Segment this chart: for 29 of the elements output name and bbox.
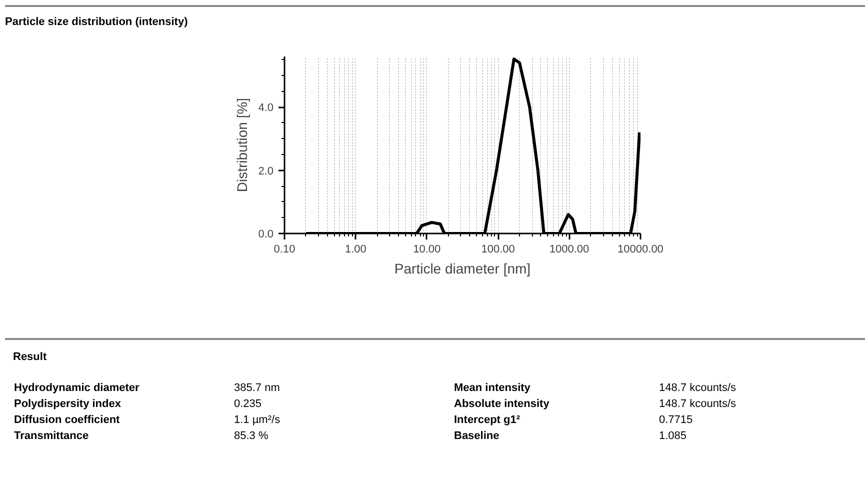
x-axis-title: Particle diameter [nm] bbox=[394, 260, 531, 276]
x-tick-label: 10.00 bbox=[413, 244, 441, 256]
x-tick-label: 100.00 bbox=[481, 244, 515, 256]
text: 1.085 bbox=[658, 428, 688, 444]
y-tick-label: 2.0 bbox=[258, 165, 274, 178]
text: Hydrodynamic diameter bbox=[13, 380, 140, 396]
y-tick-label: 0.0 bbox=[258, 228, 274, 240]
text: Result bbox=[12, 350, 48, 365]
text: Polydispersity index bbox=[13, 396, 122, 412]
text: 85.3 % bbox=[233, 428, 270, 444]
text: Baseline bbox=[453, 428, 500, 444]
x-tick-label: 1.00 bbox=[344, 244, 366, 256]
text: 0.7715 bbox=[658, 412, 694, 428]
text: 385.7 nm bbox=[233, 380, 281, 396]
text: 1.1 µm²/s bbox=[233, 412, 282, 428]
text: Transmittance bbox=[13, 428, 90, 444]
text: Absolute intensity bbox=[453, 396, 550, 412]
text: 148.7 kcounts/s bbox=[658, 380, 738, 396]
text: Mean intensity bbox=[453, 380, 532, 396]
text: 0.235 bbox=[233, 396, 263, 412]
x-tick-label: 10000.00 bbox=[618, 244, 664, 256]
text: Intercept g1² bbox=[453, 412, 522, 428]
text: Particle size distribution (intensity) bbox=[5, 5, 865, 31]
text: Diffusion coefficient bbox=[13, 412, 121, 428]
x-tick-label: 0.10 bbox=[274, 244, 296, 256]
x-tick-label: 1000.00 bbox=[549, 244, 590, 256]
text: 148.7 kcounts/s bbox=[658, 396, 738, 412]
y-axis-title: Distribution [%] bbox=[234, 98, 250, 192]
y-tick-label: 4.0 bbox=[258, 102, 274, 114]
